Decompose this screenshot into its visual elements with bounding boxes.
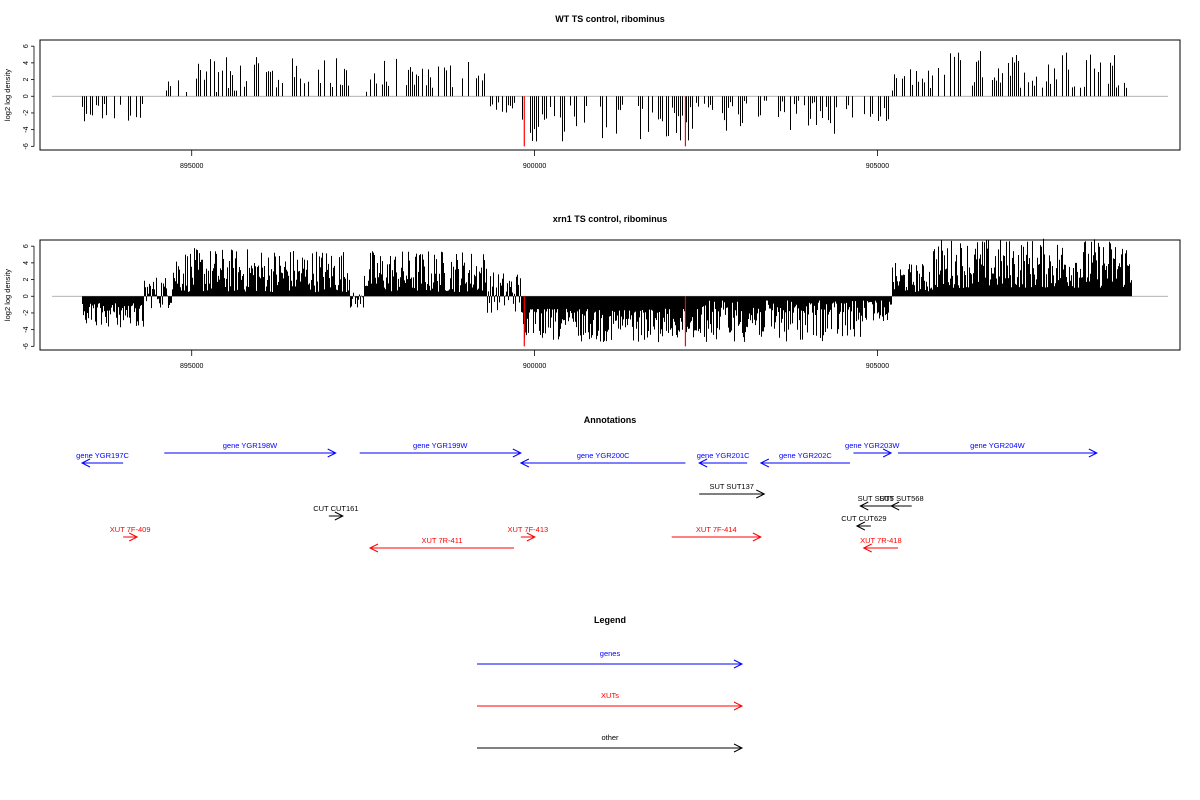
chart-title: WT TS control, ribominus bbox=[555, 14, 665, 24]
feature-xuts: XUT 7R-418 bbox=[860, 536, 902, 553]
y-tick-label: 6 bbox=[23, 44, 30, 48]
feature-label: XUT 7F-413 bbox=[507, 525, 548, 534]
y-tick-label: -4 bbox=[23, 126, 30, 132]
feature-xuts: XUT 7F-409 bbox=[110, 525, 151, 542]
legend-label: other bbox=[601, 733, 619, 742]
y-tick-label: 4 bbox=[23, 61, 30, 65]
feature-label: gene YGR200C bbox=[577, 451, 630, 460]
feature-label: gene YGR204W bbox=[970, 441, 1025, 450]
feature-label: gene YGR199W bbox=[413, 441, 468, 450]
legend: Legend genes XUTs other bbox=[477, 615, 744, 753]
plot-frame bbox=[39, 39, 1181, 151]
x-tick-label: 905000 bbox=[866, 363, 889, 370]
feature-label: XUT 7R-418 bbox=[860, 536, 902, 545]
feature-label: gene YGR197C bbox=[76, 451, 129, 460]
legend-title: Legend bbox=[594, 615, 626, 625]
feature-label: SUT SUT5 bbox=[858, 494, 894, 503]
feature-xuts: XUT 7F-414 bbox=[671, 525, 762, 542]
feature-other: SUT SUT568 bbox=[879, 494, 924, 511]
y-axis: -6 -4 -2 0 2 4 6 bbox=[23, 44, 35, 149]
feature-label: XUT 7F-414 bbox=[696, 525, 737, 534]
feature-other: SUT SUT137 bbox=[699, 482, 766, 499]
y-tick-label: 0 bbox=[23, 294, 30, 298]
y-tick-label: 2 bbox=[23, 278, 30, 282]
annotations-track: Annotations gene YGR197C gene YGR198W gene… bbox=[76, 415, 1098, 553]
y-tick-label: 2 bbox=[23, 78, 30, 82]
legend-label: genes bbox=[600, 649, 621, 658]
feature-label: SUT SUT568 bbox=[879, 494, 923, 503]
feature-xuts: XUT 7R-411 bbox=[368, 536, 514, 553]
x-axis: 895000 900000 905000 bbox=[180, 150, 889, 170]
feature-genes: gene YGR197C bbox=[76, 451, 130, 468]
chart-panel-1: WT TS control, ribominus log2 log density… bbox=[3, 14, 1181, 170]
feature-label: XUT 7F-409 bbox=[110, 525, 151, 534]
y-tick-label: -6 bbox=[23, 343, 30, 349]
feature-other: CUT CUT629 bbox=[841, 514, 887, 531]
legend-label: XUTs bbox=[601, 691, 619, 700]
feature-label: CUT CUT629 bbox=[841, 514, 886, 523]
feature-other: CUT CUT161 bbox=[313, 504, 359, 521]
chart-panel-2: xrn1 TS control, ribominus log2 log densi… bbox=[3, 214, 1181, 370]
y-tick-label: -2 bbox=[23, 310, 30, 316]
plot-frame bbox=[39, 239, 1181, 351]
legend-item-other: other bbox=[477, 733, 744, 753]
x-tick-label: 905000 bbox=[866, 163, 889, 170]
feature-genes: gene YGR202C bbox=[759, 451, 850, 468]
feature-genes: gene YGR201C bbox=[697, 451, 750, 468]
feature-genes: gene YGR204W bbox=[898, 441, 1098, 458]
y-tick-label: 6 bbox=[23, 244, 30, 248]
y-axis-label: log2 log density bbox=[3, 269, 12, 321]
y-tick-label: 0 bbox=[23, 94, 30, 98]
legend-item-genes: genes bbox=[477, 649, 744, 669]
feature-other: SUT SUT5 bbox=[858, 494, 894, 511]
feature-label: CUT CUT161 bbox=[313, 504, 358, 513]
feature-label: gene YGR202C bbox=[779, 451, 832, 460]
y-axis: -6 -4 -2 0 2 4 6 bbox=[23, 244, 35, 349]
feature-label: gene YGR201C bbox=[697, 451, 750, 460]
feature-genes: gene YGR203W bbox=[845, 441, 900, 458]
feature-genes: gene YGR199W bbox=[359, 441, 522, 458]
x-axis: 895000 900000 905000 bbox=[180, 350, 889, 370]
y-tick-label: 4 bbox=[23, 261, 30, 265]
annotations-title: Annotations bbox=[584, 415, 637, 425]
x-tick-label: 900000 bbox=[523, 163, 546, 170]
y-axis-label: log2 log density bbox=[3, 69, 12, 121]
y-tick-label: -4 bbox=[23, 326, 30, 332]
feature-label: gene YGR198W bbox=[223, 441, 278, 450]
bar-series bbox=[82, 238, 1132, 343]
feature-label: gene YGR203W bbox=[845, 441, 900, 450]
feature-xuts: XUT 7F-413 bbox=[507, 525, 548, 542]
legend-item-xuts: XUTs bbox=[477, 691, 744, 711]
chart-title: xrn1 TS control, ribominus bbox=[553, 214, 668, 224]
feature-label: XUT 7R-411 bbox=[422, 536, 463, 545]
feature-genes: gene YGR200C bbox=[519, 451, 686, 468]
feature-label: SUT SUT137 bbox=[709, 482, 753, 491]
x-tick-label: 895000 bbox=[180, 163, 203, 170]
bar-series bbox=[82, 51, 1127, 142]
feature-genes: gene YGR198W bbox=[164, 441, 337, 458]
x-tick-label: 895000 bbox=[180, 363, 203, 370]
y-tick-label: -6 bbox=[23, 143, 30, 149]
x-tick-label: 900000 bbox=[523, 363, 546, 370]
y-tick-label: -2 bbox=[23, 110, 30, 116]
